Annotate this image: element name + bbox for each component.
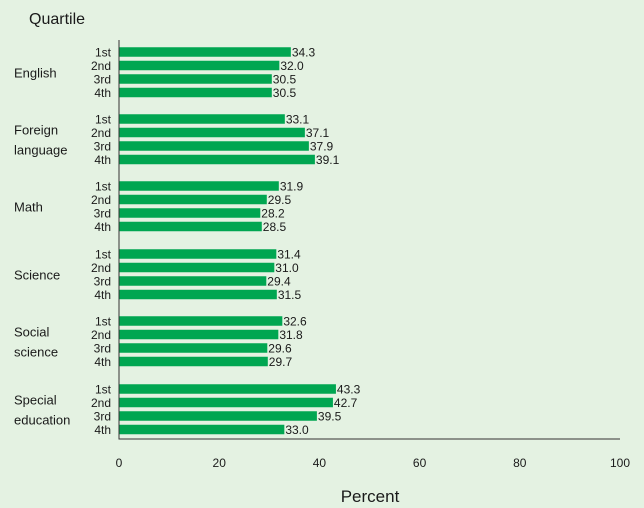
data-label: 37.1 xyxy=(306,126,330,140)
data-label: 33.0 xyxy=(285,423,309,437)
data-label: 39.1 xyxy=(316,153,340,167)
data-label: 39.5 xyxy=(318,410,342,424)
data-label: 37.9 xyxy=(310,140,334,154)
data-label: 31.8 xyxy=(279,328,303,342)
bar xyxy=(119,208,261,218)
quartile-label: 1st xyxy=(95,248,112,262)
quartile-label: 2nd xyxy=(91,193,111,207)
data-label: 31.9 xyxy=(280,180,304,194)
bar xyxy=(119,221,262,232)
x-tick-label: 20 xyxy=(213,456,227,470)
bar xyxy=(119,276,267,286)
bar xyxy=(119,60,280,71)
data-label: 32.0 xyxy=(280,59,304,73)
bar xyxy=(119,289,277,300)
data-label: 31.0 xyxy=(275,261,299,275)
group-label: Special xyxy=(14,392,57,407)
data-label: 31.5 xyxy=(278,288,302,302)
quartile-label: 3rd xyxy=(94,73,111,87)
quartile-label: 4th xyxy=(94,153,111,167)
data-label: 30.5 xyxy=(273,86,297,100)
quartile-label: 3rd xyxy=(94,140,111,154)
bar xyxy=(119,329,279,340)
quartile-label: 3rd xyxy=(94,207,111,221)
x-axis-title: Percent xyxy=(341,487,400,506)
data-label: 29.5 xyxy=(268,193,292,207)
bar xyxy=(119,356,268,367)
x-tick-label: 80 xyxy=(513,456,527,470)
data-label: 28.2 xyxy=(261,207,285,221)
quartile-label: 3rd xyxy=(94,410,111,424)
data-label: 30.5 xyxy=(273,73,297,87)
group-label: education xyxy=(14,412,70,427)
quartile-label: 1st xyxy=(95,315,112,329)
bar xyxy=(119,154,315,165)
data-label: 28.5 xyxy=(263,220,287,234)
data-label: 33.1 xyxy=(286,113,310,127)
data-label: 42.7 xyxy=(334,396,358,410)
x-tick-label: 100 xyxy=(610,456,630,470)
bar xyxy=(119,74,272,84)
data-label: 43.3 xyxy=(337,383,361,397)
bar xyxy=(119,47,291,57)
quartile-label: 4th xyxy=(94,423,111,437)
quartile-label: 1st xyxy=(95,46,112,60)
data-label: 29.4 xyxy=(267,275,291,289)
group-label: science xyxy=(14,344,58,359)
bar xyxy=(119,194,267,205)
quartile-label: 3rd xyxy=(94,342,111,356)
bar xyxy=(119,262,275,273)
quartile-label: 1st xyxy=(95,113,112,127)
bar xyxy=(119,316,283,326)
bar xyxy=(119,181,279,191)
group-label: Science xyxy=(14,267,60,282)
bar xyxy=(119,141,309,151)
bar xyxy=(119,343,268,353)
bar xyxy=(119,384,336,394)
group-label: Math xyxy=(14,199,43,214)
data-label: 34.3 xyxy=(292,46,316,60)
x-tick-label: 60 xyxy=(413,456,427,470)
quartile-label: 4th xyxy=(94,220,111,234)
x-tick-label: 40 xyxy=(313,456,327,470)
quartile-label: 1st xyxy=(95,180,112,194)
group-label: language xyxy=(14,142,68,157)
data-label: 29.7 xyxy=(269,355,293,369)
bar xyxy=(119,87,272,98)
quartile-label: 4th xyxy=(94,355,111,369)
plot-area: 1st 34.3 2nd 32.0 3rd 30.5 4th 30.5 English 1st 33… xyxy=(14,40,630,470)
bar xyxy=(119,127,305,138)
x-tick-label: 0 xyxy=(116,456,123,470)
bar xyxy=(119,411,317,421)
quartile-label: 4th xyxy=(94,288,111,302)
group-label: Social xyxy=(14,324,50,339)
bar xyxy=(119,114,285,124)
group-label: English xyxy=(14,65,57,80)
quartile-label: 3rd xyxy=(94,275,111,289)
data-label: 32.6 xyxy=(283,315,307,329)
quartile-label: 2nd xyxy=(91,59,111,73)
data-label: 31.4 xyxy=(277,248,301,262)
quartile-label: 4th xyxy=(94,86,111,100)
quartile-label: 1st xyxy=(95,383,112,397)
quartile-label: 2nd xyxy=(91,126,111,140)
group-label: Foreign xyxy=(14,122,58,137)
bar xyxy=(119,397,333,408)
data-label: 29.6 xyxy=(268,342,292,356)
y-axis-title: Quartile xyxy=(29,11,85,28)
quartile-label: 2nd xyxy=(91,396,111,410)
quartile-label: 2nd xyxy=(91,261,111,275)
bar xyxy=(119,424,285,435)
quartile-label: 2nd xyxy=(91,328,111,342)
bar xyxy=(119,249,277,259)
